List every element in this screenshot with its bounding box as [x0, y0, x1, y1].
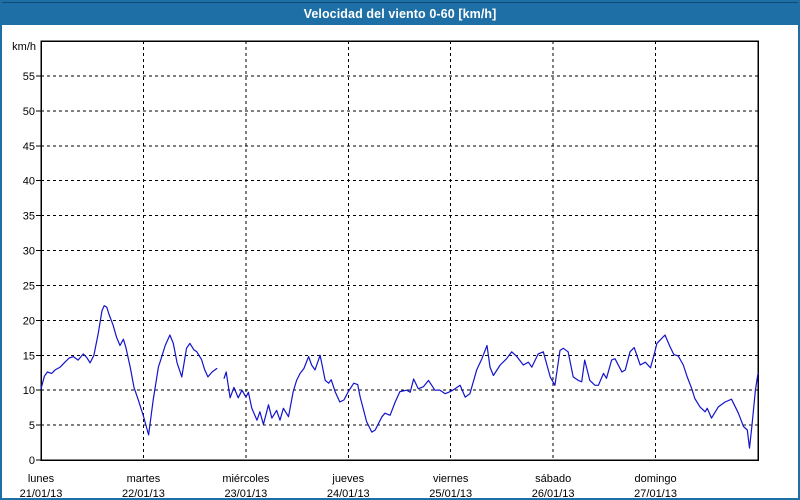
y-tick-label: 10 [23, 385, 35, 397]
x-date-label: 23/01/13 [224, 488, 267, 498]
x-date-label: 25/01/13 [429, 488, 472, 498]
plot-frame [40, 40, 759, 461]
x-day-label: domingo [634, 473, 676, 485]
y-tick-label: 45 [23, 141, 35, 153]
x-date-label: 27/01/13 [634, 488, 677, 498]
y-tick-label: 50 [23, 106, 35, 118]
y-tick-label: 0 [29, 455, 35, 467]
title-bar: Velocidad del viento 0-60 [km/h] [2, 2, 798, 25]
x-day-label: jueves [331, 473, 364, 485]
x-date-label: 21/01/13 [20, 488, 63, 498]
y-tick-label: 30 [23, 246, 35, 258]
wind-speed-chart: 0 5 10 15 20 25 30 35 40 45 50 55 km/h lunes 21/01/13 m… [12, 40, 759, 498]
x-date-label: 26/01/13 [532, 488, 575, 498]
y-axis-unit-label: km/h [12, 41, 36, 53]
y-tick-label: 25 [23, 280, 35, 292]
y-tick-label: 35 [23, 211, 35, 223]
x-day-label: lunes [28, 473, 55, 485]
wind-speed-line [223, 334, 759, 449]
x-date-label: 24/01/13 [327, 488, 370, 498]
x-day-label: martes [127, 473, 161, 485]
y-tick-label: 20 [23, 315, 35, 327]
y-tick-label: 40 [23, 176, 35, 188]
x-date-label: 22/01/13 [122, 488, 165, 498]
chart-title: Velocidad del viento 0-60 [km/h] [303, 7, 497, 21]
x-day-label: miércoles [222, 473, 270, 485]
wind-speed-line [40, 305, 218, 436]
y-tick-label: 15 [23, 350, 35, 362]
y-tick-label: 5 [29, 420, 35, 432]
x-day-label: sábado [535, 473, 571, 485]
x-day-label: viernes [433, 473, 469, 485]
y-tick-label: 55 [23, 71, 35, 83]
